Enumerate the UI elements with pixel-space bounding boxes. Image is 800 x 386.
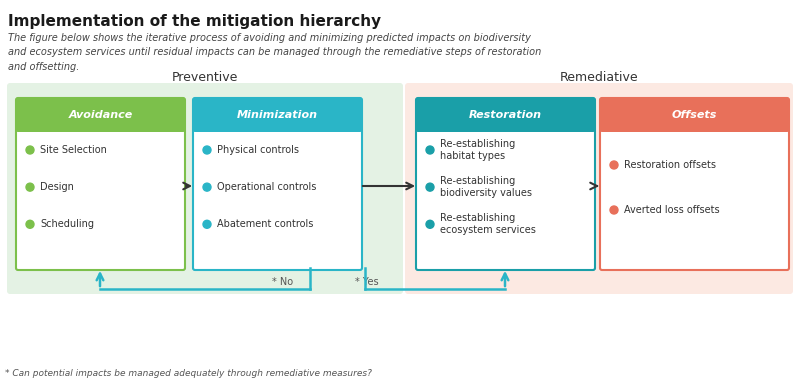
Circle shape [426, 183, 434, 191]
FancyBboxPatch shape [193, 98, 362, 132]
Text: Offsets: Offsets [672, 110, 717, 120]
FancyBboxPatch shape [7, 83, 403, 294]
Text: Minimization: Minimization [237, 110, 318, 120]
Text: Physical controls: Physical controls [217, 145, 299, 155]
FancyBboxPatch shape [416, 98, 595, 132]
Text: Re-establishing
habitat types: Re-establishing habitat types [440, 139, 515, 161]
FancyBboxPatch shape [16, 98, 185, 132]
Text: Site Selection: Site Selection [40, 145, 107, 155]
Circle shape [426, 146, 434, 154]
Circle shape [26, 183, 34, 191]
Text: Design: Design [40, 182, 74, 192]
Circle shape [26, 146, 34, 154]
FancyBboxPatch shape [405, 83, 793, 294]
Text: * Yes: * Yes [355, 277, 378, 287]
Circle shape [203, 183, 211, 191]
Circle shape [426, 220, 434, 228]
Bar [20, 115, 181, 130]
Text: Averted loss offsets: Averted loss offsets [624, 205, 720, 215]
Bar [420, 115, 591, 130]
Text: Remediative: Remediative [560, 71, 638, 84]
Text: Abatement controls: Abatement controls [217, 219, 314, 229]
FancyBboxPatch shape [16, 98, 185, 270]
Bar [197, 115, 358, 130]
Circle shape [26, 220, 34, 228]
FancyBboxPatch shape [600, 98, 789, 132]
Bar [604, 115, 785, 130]
Circle shape [610, 161, 618, 169]
Text: Operational controls: Operational controls [217, 182, 316, 192]
Text: Restoration: Restoration [469, 110, 542, 120]
FancyBboxPatch shape [416, 98, 595, 270]
Text: Avoidance: Avoidance [68, 110, 133, 120]
Circle shape [203, 146, 211, 154]
FancyBboxPatch shape [600, 98, 789, 270]
Circle shape [203, 220, 211, 228]
Text: The figure below shows the iterative process of avoiding and minimizing predicte: The figure below shows the iterative pro… [8, 33, 542, 72]
Text: Preventive: Preventive [172, 71, 238, 84]
FancyBboxPatch shape [193, 98, 362, 270]
Text: * Can potential impacts be managed adequately through remediative measures?: * Can potential impacts be managed adequ… [5, 369, 372, 378]
Circle shape [610, 206, 618, 214]
Text: Restoration offsets: Restoration offsets [624, 160, 716, 170]
Text: Scheduling: Scheduling [40, 219, 94, 229]
Text: Implementation of the mitigation hierarchy: Implementation of the mitigation hierarc… [8, 14, 381, 29]
Text: Re-establishing
biodiversity values: Re-establishing biodiversity values [440, 176, 532, 198]
Text: * No: * No [272, 277, 293, 287]
Text: Re-establishing
ecosystem services: Re-establishing ecosystem services [440, 213, 536, 235]
